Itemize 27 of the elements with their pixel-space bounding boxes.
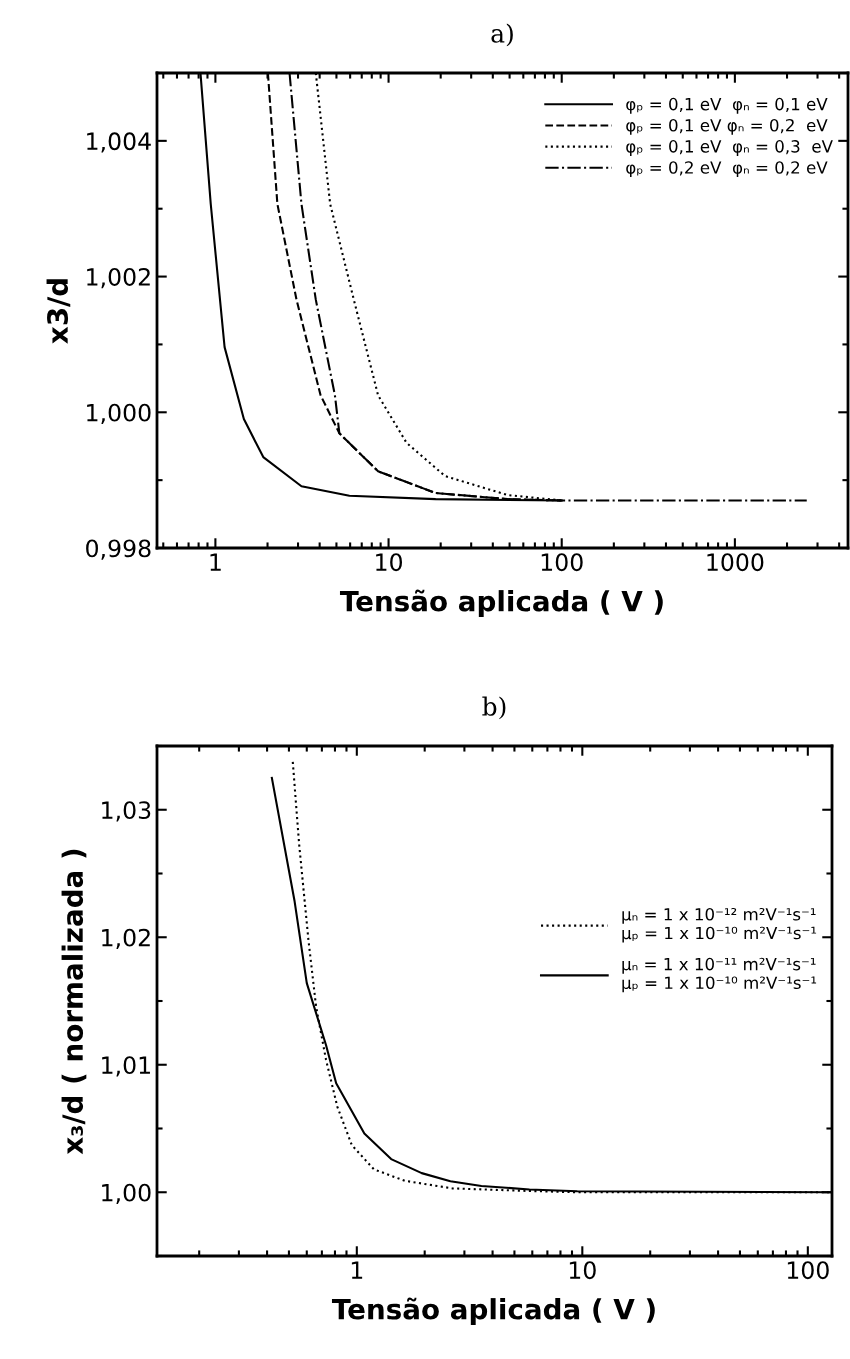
x-tick-label: 100 xyxy=(541,553,583,572)
x-axis-title: Tensão aplicada ( V ) xyxy=(331,1297,655,1325)
legend-label: μₙ = 1 x 10⁻¹² m²V⁻¹s⁻¹ μₚ = 1 x 10⁻¹⁰ m²V⁻¹s⁻¹ xyxy=(622,908,817,943)
x-tick-label: 100 xyxy=(787,1261,829,1280)
y-tick-label: 1,02 xyxy=(102,928,150,949)
y-tick-label: 1,00 xyxy=(102,1183,151,1204)
legend-label: μₙ = 1 x 10⁻¹¹ m²V⁻¹s⁻¹ μₚ = 1 x 10⁻¹⁰ m²V⁻¹s⁻¹ xyxy=(622,957,817,993)
y-axis-title: x3/d xyxy=(46,279,71,344)
y-tick-label: 1,01 xyxy=(102,1056,150,1077)
y-tick-label: 1,002 xyxy=(87,268,150,289)
x-tick-label: 10 xyxy=(569,1261,596,1280)
x-tick-label: 1000 xyxy=(707,553,764,572)
chart-title: a) xyxy=(491,23,513,47)
y-tick-label: 1,000 xyxy=(87,403,151,424)
x-axis-title: Tensão aplicada ( V ) xyxy=(339,589,663,617)
legend-label: φₚ = 0,1 eV φₙ = 0,2 eV xyxy=(626,118,828,135)
x-tick-label: 1 xyxy=(210,553,221,571)
y-axis-title: x₃/d ( normalizada ) xyxy=(61,849,87,1155)
y-tick-label: 1,03 xyxy=(102,801,151,822)
y-tick-label: 1,004 xyxy=(87,132,151,153)
x-tick-label: 1 xyxy=(351,1261,363,1279)
legend-label: φₚ = 0,1 eV φₙ = 0,1 eV xyxy=(626,97,828,114)
chart-title: b) xyxy=(482,696,506,720)
legend-label: φₚ = 0,1 eV φₙ = 0,3 eV xyxy=(626,140,833,156)
y-tick-label: 0,998 xyxy=(86,539,151,560)
legend-label: φₚ = 0,2 eV φₙ = 0,2 eV xyxy=(626,161,828,178)
x-tick-label: 10 xyxy=(376,553,403,572)
